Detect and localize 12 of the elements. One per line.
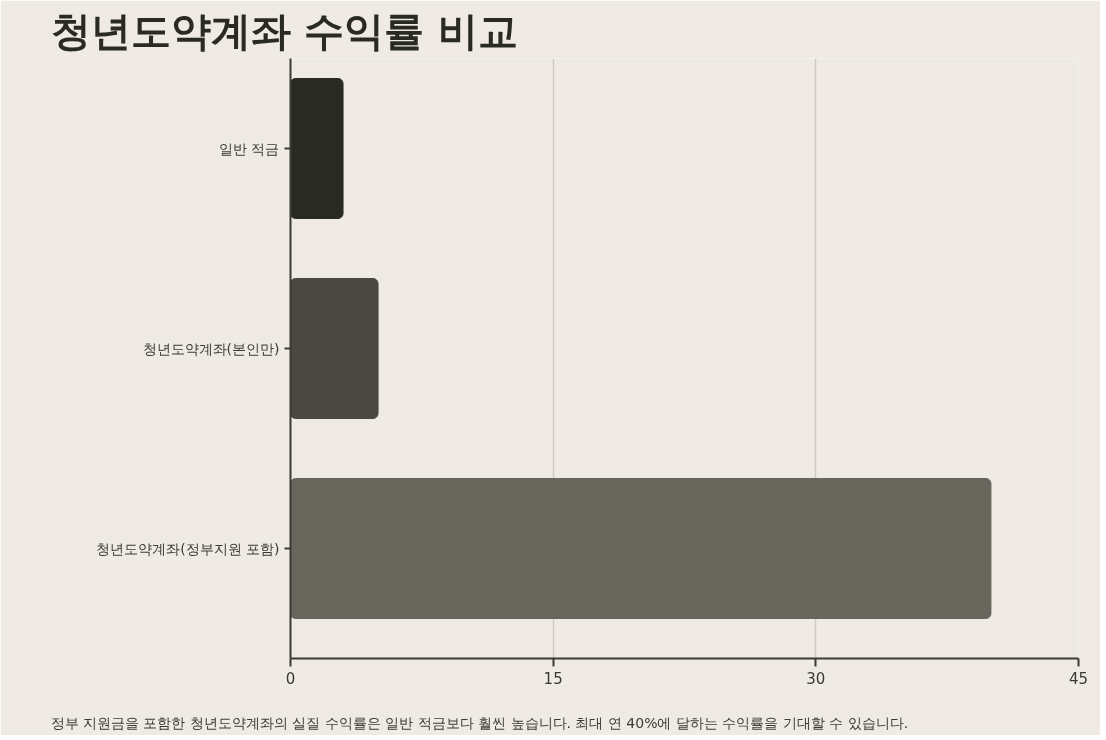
- text: 정부 지원금을 포함한 청년도약계좌의 실질 수익률은 일반 적금보다 훨씬 높습니다. 최대 연 40%에 달하는 수익률을 기대할 수 있습니다.: [50, 714, 909, 731]
- x-tick-label: 45: [1068, 669, 1089, 688]
- x-tick-label: 30: [806, 669, 826, 688]
- bar: [290, 278, 379, 419]
- bar: [290, 78, 344, 219]
- y-tick-label: 청년도약계좌(본인만): [142, 340, 280, 357]
- x-tick-label: 0: [285, 669, 296, 688]
- chart-title: 청년도약계좌 수익률 비교: [50, 7, 519, 54]
- y-tick-label: 청년도약계좌(정부지원 포함): [96, 540, 280, 557]
- bar: [290, 478, 992, 619]
- x-tick-label: 15: [543, 669, 563, 688]
- y-tick-label: 일반 적금: [219, 140, 280, 157]
